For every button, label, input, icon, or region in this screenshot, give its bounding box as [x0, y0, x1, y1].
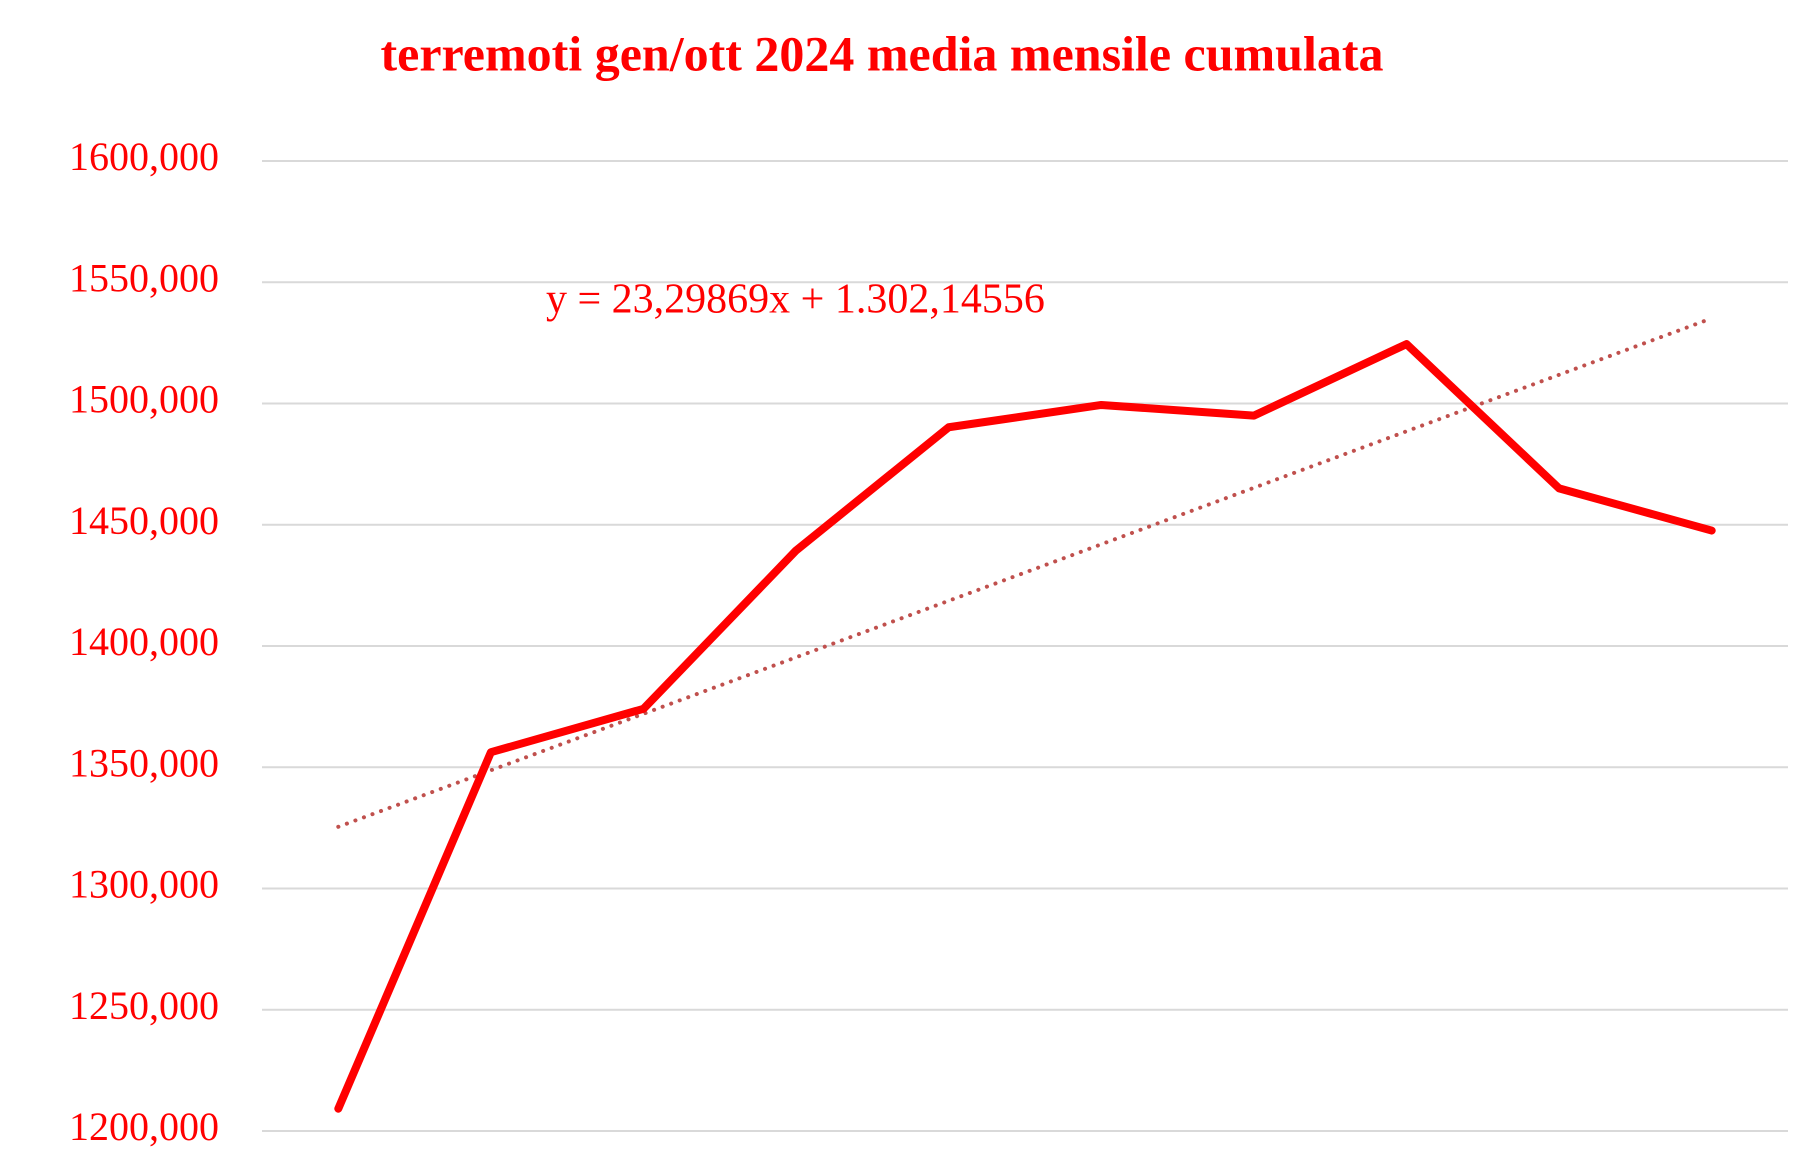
y-tick-label: 1550,000: [69, 255, 219, 300]
y-tick-label: 1600,000: [69, 134, 219, 179]
chart-title: terremoti gen/ott 2024 media mensile cum…: [380, 25, 1383, 81]
y-tick-label: 1450,000: [69, 498, 219, 543]
trend-line: [336, 316, 1714, 829]
y-tick-label: 1250,000: [69, 983, 219, 1028]
y-tick-label: 1300,000: [69, 862, 219, 907]
data-line: [334, 340, 1716, 1113]
y-tick-label: 1200,000: [69, 1104, 219, 1149]
y-tick-label: 1350,000: [69, 740, 219, 785]
y-tick-label: 1400,000: [69, 619, 219, 664]
trend-equation: y = 23,29869x + 1.302,14556: [546, 277, 1045, 323]
y-tick-label: 1500,000: [69, 377, 219, 422]
